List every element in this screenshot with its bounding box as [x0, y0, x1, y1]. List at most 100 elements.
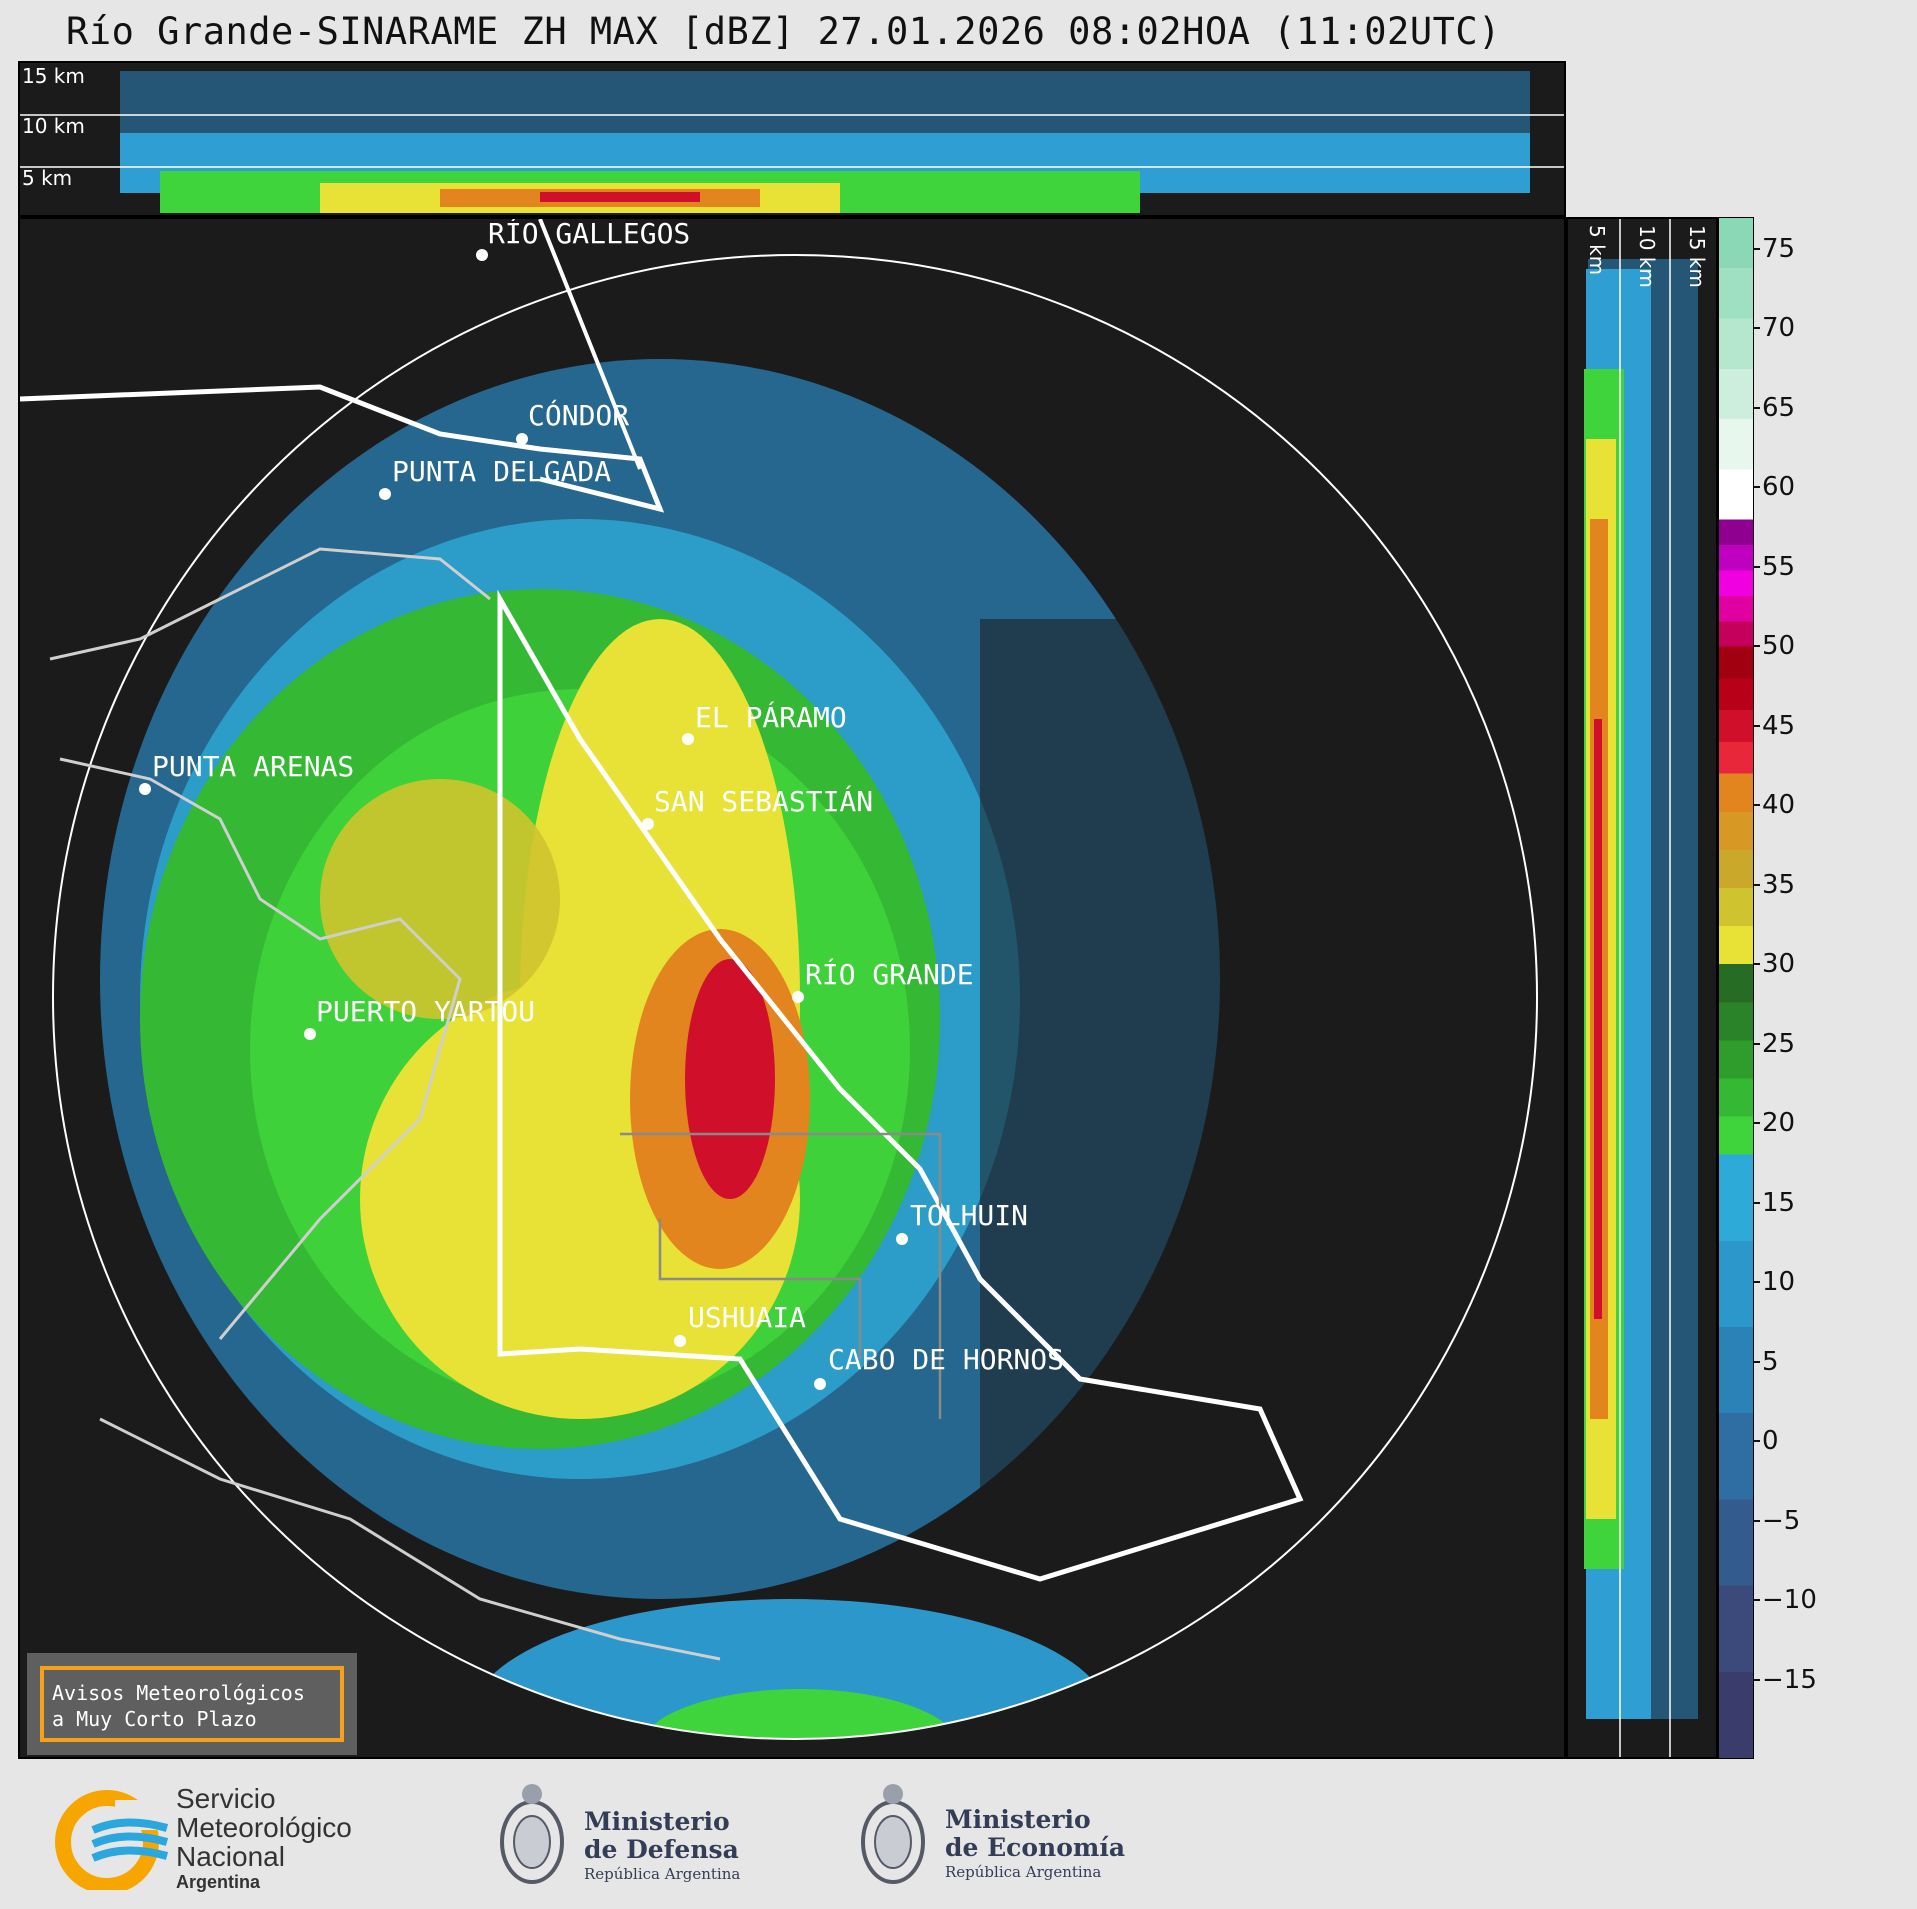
- city-label: SAN SEBASTIÁN: [654, 784, 873, 818]
- defensa-line-1: Ministerio: [584, 1807, 730, 1836]
- colorbar-tick-mark: [1754, 1042, 1760, 1045]
- radar-map-panel[interactable]: RÍO GALLEGOS CÓNDOR PUNTA DELGADA PUNTA …: [18, 217, 1566, 1759]
- notice-line-2: a Muy Corto Plazo: [52, 1707, 257, 1731]
- city-label: CABO DE HORNOS: [828, 1343, 1064, 1376]
- economia-line-3: República Argentina: [945, 1863, 1102, 1881]
- reflectivity-layer: [100, 359, 1480, 1739]
- colorbar-tick-mark: [1754, 1360, 1760, 1363]
- colorbar-tick-mark: [1754, 883, 1760, 886]
- colorbar-tick-label: 20: [1762, 1108, 1796, 1139]
- colorbar-tick-label: 5: [1762, 1346, 1779, 1377]
- city-condor[interactable]: CÓNDOR: [516, 398, 629, 445]
- colorbar-tick-label: 70: [1762, 313, 1796, 344]
- colorbar-tick-mark: [1754, 804, 1760, 807]
- side-cross-section-svg: 5 km 10 km 15 km: [1584, 219, 1709, 1757]
- notice-line-1: Avisos Meteorológicos: [52, 1681, 305, 1705]
- city-el-paramo[interactable]: EL PÁRAMO: [682, 700, 847, 745]
- echo-red-band: [1594, 719, 1602, 1319]
- radar-map-svg[interactable]: RÍO GALLEGOS CÓNDOR PUNTA DELGADA PUNTA …: [20, 219, 1566, 1759]
- economia-line-2: de Economía: [945, 1833, 1126, 1862]
- defensa-seal-icon: [500, 1784, 564, 1884]
- smn-line-1: Servicio: [176, 1783, 276, 1814]
- city-label: PUERTO YARTOU: [316, 995, 535, 1028]
- colorbar-tick-label: 75: [1762, 233, 1796, 264]
- city-marker: [896, 1233, 908, 1245]
- colorbar-tick-mark: [1754, 327, 1760, 330]
- city-label: RÍO GRANDE: [805, 957, 974, 991]
- colorbar-tick-label: 30: [1762, 949, 1796, 980]
- echo-red-band: [540, 192, 700, 202]
- city-ushuaia[interactable]: USHUAIA: [674, 1301, 806, 1347]
- city-label: USHUAIA: [688, 1301, 806, 1334]
- colorbar-tick-label: 0: [1762, 1426, 1779, 1457]
- altitude-label-15km: 15 km: [1685, 225, 1709, 288]
- city-label: RÍO GALLEGOS: [488, 219, 690, 250]
- colorbar-tick-mark: [1754, 486, 1760, 489]
- smn-line-3: Nacional: [176, 1841, 285, 1872]
- economia-name: Ministerio de Economía República Argenti…: [945, 1806, 1125, 1882]
- clear-sky-east: [980, 619, 1480, 1519]
- economia-seal-icon: [861, 1784, 925, 1884]
- smn-line-2: Meteorológico: [176, 1812, 352, 1843]
- defensa-line-2: de Defensa: [584, 1835, 739, 1864]
- city-marker: [814, 1378, 826, 1390]
- altitude-label-10km: 10 km: [22, 114, 85, 138]
- city-label: PUNTA DELGADA: [392, 455, 611, 488]
- city-puerto-yartou[interactable]: PUERTO YARTOU: [304, 995, 535, 1040]
- province-boundary: [620, 1132, 942, 1419]
- smn-line-4: Argentina: [176, 1872, 261, 1892]
- city-label: TOLHUIN: [910, 1199, 1028, 1232]
- city-cabo-de-hornos[interactable]: CABO DE HORNOS: [814, 1343, 1064, 1390]
- colorbar-tick-mark: [1754, 1201, 1760, 1204]
- colorbar-tick-label: −5: [1762, 1505, 1801, 1536]
- city-marker: [792, 991, 804, 1003]
- city-marker: [379, 488, 391, 500]
- colorbar-tick-mark: [1754, 1678, 1760, 1681]
- altitude-label-5km: 5 km: [1585, 225, 1609, 275]
- colorbar-tick-mark: [1754, 1440, 1760, 1443]
- city-rio-grande[interactable]: RÍO GRANDE: [792, 957, 974, 1003]
- city-marker: [139, 783, 151, 795]
- colorbar-tick-label: 15: [1762, 1187, 1796, 1218]
- colorbar-tick-label: 25: [1762, 1028, 1796, 1059]
- city-punta-arenas[interactable]: PUNTA ARENAS: [139, 750, 354, 795]
- colorbar-tick-label: 60: [1762, 472, 1796, 503]
- tierra-del-fuego-coastline: [497, 589, 1304, 1582]
- economia-line-1: Ministerio: [945, 1805, 1091, 1834]
- top-cross-section-panel: 15 km 10 km 5 km: [18, 61, 1566, 217]
- city-punta-delgada[interactable]: PUNTA DELGADA: [379, 455, 611, 500]
- city-marker: [642, 818, 654, 830]
- colorbar-tick-label: 45: [1762, 710, 1796, 741]
- patagonia-coastline: [49, 547, 721, 1661]
- colorbar-tick-label: 40: [1762, 790, 1796, 821]
- warning-notice-box[interactable]: Avisos Meteorológicos a Muy Corto Plazo: [27, 1653, 357, 1755]
- smn-logo-icon: [55, 1790, 175, 1890]
- echo-yellow-west: [320, 779, 560, 1019]
- altitude-label-15km: 15 km: [22, 64, 85, 88]
- defensa-line-3: República Argentina: [584, 1865, 741, 1883]
- mainland-border: [20, 384, 665, 513]
- smn-name: Servicio Meteorológico Nacional Argentin…: [176, 1784, 352, 1893]
- warning-notice-frame: Avisos Meteorológicos a Muy Corto Plazo: [40, 1666, 344, 1742]
- city-tolhuin[interactable]: TOLHUIN: [896, 1199, 1028, 1245]
- radar-range-ring: [52, 254, 1538, 1740]
- colorbar-tick-label: 35: [1762, 869, 1796, 900]
- city-label: CÓNDOR: [528, 398, 629, 432]
- city-marker: [516, 433, 528, 445]
- city-marker: [476, 249, 488, 261]
- echo-red-core: [685, 959, 775, 1199]
- colorbar-tick-label: −15: [1762, 1664, 1817, 1695]
- city-rio-gallegos[interactable]: RÍO GALLEGOS: [476, 219, 690, 261]
- top-cross-section-svg: 15 km 10 km 5 km: [20, 64, 1564, 213]
- colorbar-tick-mark: [1754, 1599, 1760, 1602]
- colorbar-tick-mark: [1754, 247, 1760, 250]
- city-marker: [682, 733, 694, 745]
- city-san-sebastian[interactable]: SAN SEBASTIÁN: [642, 784, 873, 830]
- city-marker: [304, 1028, 316, 1040]
- colorbar-tick-mark: [1754, 406, 1760, 409]
- colorbar-tick-mark: [1754, 1122, 1760, 1125]
- colorbar-tick-label: 50: [1762, 631, 1796, 662]
- colorbar-tick-label: 65: [1762, 392, 1796, 423]
- colorbar-tick-mark: [1754, 1281, 1760, 1284]
- colorbar-tick-mark: [1754, 565, 1760, 568]
